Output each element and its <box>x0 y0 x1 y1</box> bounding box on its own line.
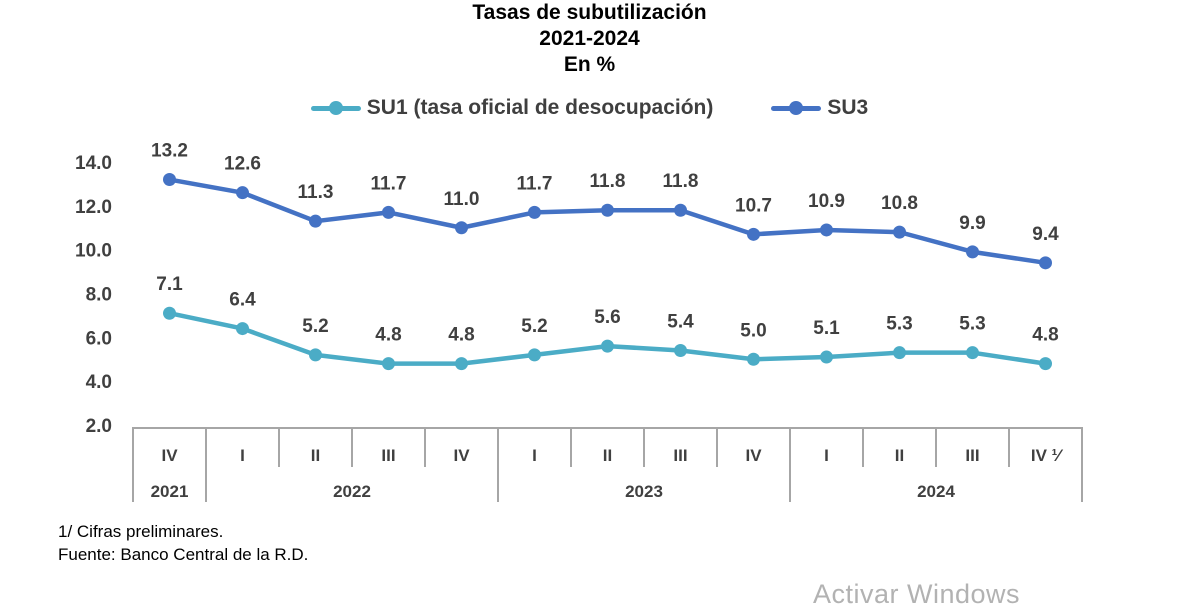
quarter-label: IV <box>161 446 178 465</box>
data-point <box>1039 256 1052 270</box>
footnote-preliminary: 1/ Cifras preliminares. <box>58 522 224 541</box>
y-tick-label: 2.0 <box>86 416 112 437</box>
quarter-label: II <box>895 446 904 465</box>
data-point <box>455 221 468 235</box>
data-point <box>820 350 833 364</box>
data-label: 6.4 <box>229 290 256 311</box>
data-label: 11.8 <box>590 171 626 192</box>
chart-subtitle-unit: En % <box>563 53 616 76</box>
data-label: 5.0 <box>740 320 766 341</box>
data-point <box>236 186 249 200</box>
chart-title-block: Tasas de subutilización 2021-2024 En % <box>0 0 1179 78</box>
quarter-label: I <box>532 446 537 465</box>
data-point <box>674 343 687 357</box>
year-label: 2024 <box>917 482 955 501</box>
y-tick-label: 6.0 <box>86 328 112 349</box>
activate-windows-watermark: Activar Windows <box>813 579 1021 609</box>
chart-title: Tasas de subutilización <box>472 1 707 24</box>
data-point <box>163 173 176 187</box>
data-point <box>309 214 322 228</box>
data-label: 13.2 <box>151 141 188 162</box>
data-point <box>455 357 468 371</box>
y-tick-label: 10.0 <box>75 241 112 262</box>
y-tick-label: 4.0 <box>86 372 112 393</box>
data-point <box>601 339 614 353</box>
data-label: 11.7 <box>371 173 407 194</box>
y-tick-label: 12.0 <box>75 197 112 218</box>
y-tick-label: 14.0 <box>75 153 112 174</box>
data-label: 10.9 <box>808 191 845 212</box>
quarter-label: IV <box>745 446 762 465</box>
data-point <box>747 352 760 366</box>
quarter-label: I <box>240 446 245 465</box>
legend-label-su3: SU3 <box>827 96 869 119</box>
data-label: 5.6 <box>594 307 620 328</box>
data-point <box>674 203 687 217</box>
chart-subtitle-years: 2021-2024 <box>539 27 640 50</box>
data-label: 5.3 <box>886 314 912 335</box>
data-label: 7.1 <box>156 274 183 295</box>
data-label: 4.8 <box>1032 325 1058 346</box>
data-label: 5.3 <box>959 314 985 335</box>
data-point <box>893 346 906 360</box>
quarter-label: II <box>603 446 612 465</box>
data-label: 11.3 <box>298 182 334 203</box>
data-label: 9.9 <box>959 213 985 234</box>
data-point <box>820 223 833 237</box>
quarter-label: IV ¹⁄ <box>1031 446 1063 465</box>
data-label: 5.4 <box>667 311 694 332</box>
data-point <box>747 227 760 241</box>
data-point <box>382 205 395 219</box>
legend-item-su3: SU3 <box>771 96 868 120</box>
data-point <box>601 203 614 217</box>
data-point <box>893 225 906 239</box>
year-label: 2022 <box>333 482 371 501</box>
data-label: 12.6 <box>224 154 261 175</box>
legend-label-su1: SU1 (tasa oficial de desocupación) <box>366 96 714 119</box>
data-point <box>163 306 176 320</box>
data-label: 4.8 <box>448 325 474 346</box>
data-label: 5.2 <box>302 316 328 337</box>
y-tick-label: 8.0 <box>86 285 112 306</box>
data-label: 10.8 <box>881 193 918 214</box>
quarter-label: III <box>381 446 395 465</box>
su1-dot-icon <box>328 101 343 115</box>
data-label: 9.4 <box>1032 224 1059 245</box>
data-label: 11.7 <box>517 173 553 194</box>
su1-line-marker-icon <box>310 101 361 115</box>
quarter-label: III <box>673 446 687 465</box>
data-label: 4.8 <box>375 325 401 346</box>
data-point <box>528 348 541 362</box>
quarter-label: I <box>824 446 829 465</box>
footnotes: 1/ Cifras preliminares. Fuente: Banco Ce… <box>58 520 308 566</box>
data-label: 11.8 <box>663 171 699 192</box>
footnote-source: Fuente: Banco Central de la R.D. <box>58 545 309 564</box>
data-point <box>309 348 322 362</box>
quarter-label: IV <box>453 446 470 465</box>
su3-line-marker-icon <box>771 101 822 115</box>
legend: SU1 (tasa oficial de desocupación) SU3 <box>0 96 1179 120</box>
data-point <box>528 205 541 219</box>
quarter-label: II <box>311 446 320 465</box>
su3-dot-icon <box>789 101 804 115</box>
legend-item-su1: SU1 (tasa oficial de desocupación) <box>310 96 714 120</box>
year-label: 2023 <box>625 482 663 501</box>
quarter-label: III <box>965 446 979 465</box>
data-label: 11.0 <box>444 189 480 210</box>
data-point <box>382 357 395 371</box>
year-label: 2021 <box>151 482 189 501</box>
data-label: 5.1 <box>813 318 840 339</box>
data-point <box>966 346 979 360</box>
data-point <box>1039 357 1052 371</box>
data-label: 5.2 <box>521 316 547 337</box>
data-point <box>966 245 979 259</box>
data-label: 10.7 <box>735 195 772 216</box>
data-point <box>236 322 249 336</box>
